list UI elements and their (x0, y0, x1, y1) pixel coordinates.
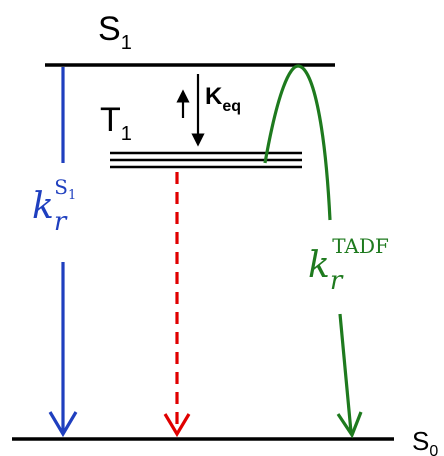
keq-label-main: K (205, 83, 223, 110)
s1-label: S1 (98, 10, 132, 54)
tadf-rate-k: k (308, 245, 330, 286)
t1-label-sub: 1 (121, 123, 132, 145)
fluorescence-rate-k: k (32, 186, 54, 227)
tadf-rate-label: kr TADF (308, 234, 389, 296)
tadf-arrow-lower (338, 313, 353, 433)
keq-label: Keq (205, 83, 241, 115)
fluorescence-rate-sup: S (54, 175, 68, 199)
s0-label-sub: 0 (429, 443, 438, 456)
s1-label-sub: 1 (121, 32, 132, 54)
tadf-curve (263, 64, 332, 221)
nonradiative-arrow-head (163, 413, 191, 438)
fluorescence-arrow-head (48, 411, 78, 438)
t1-label-main: T (100, 101, 121, 139)
s1-label-main: S (98, 10, 121, 48)
t1-level-lines (110, 151, 302, 169)
fluorescence-rate-sup-sub: 1 (68, 188, 76, 203)
fluorescence-rate-label: krS1 (32, 175, 76, 237)
t1-label: T1 (100, 101, 132, 145)
s0-label: S0 (412, 426, 438, 456)
tadf-arrow-head (336, 411, 363, 439)
fluorescence-rate-r: r (54, 207, 68, 237)
keq-label-sub: eq (222, 98, 241, 115)
s0-label-main: S (412, 426, 429, 456)
tadf-rate-r: r (330, 266, 344, 296)
tadf-rate-sup: TADF (332, 234, 389, 258)
